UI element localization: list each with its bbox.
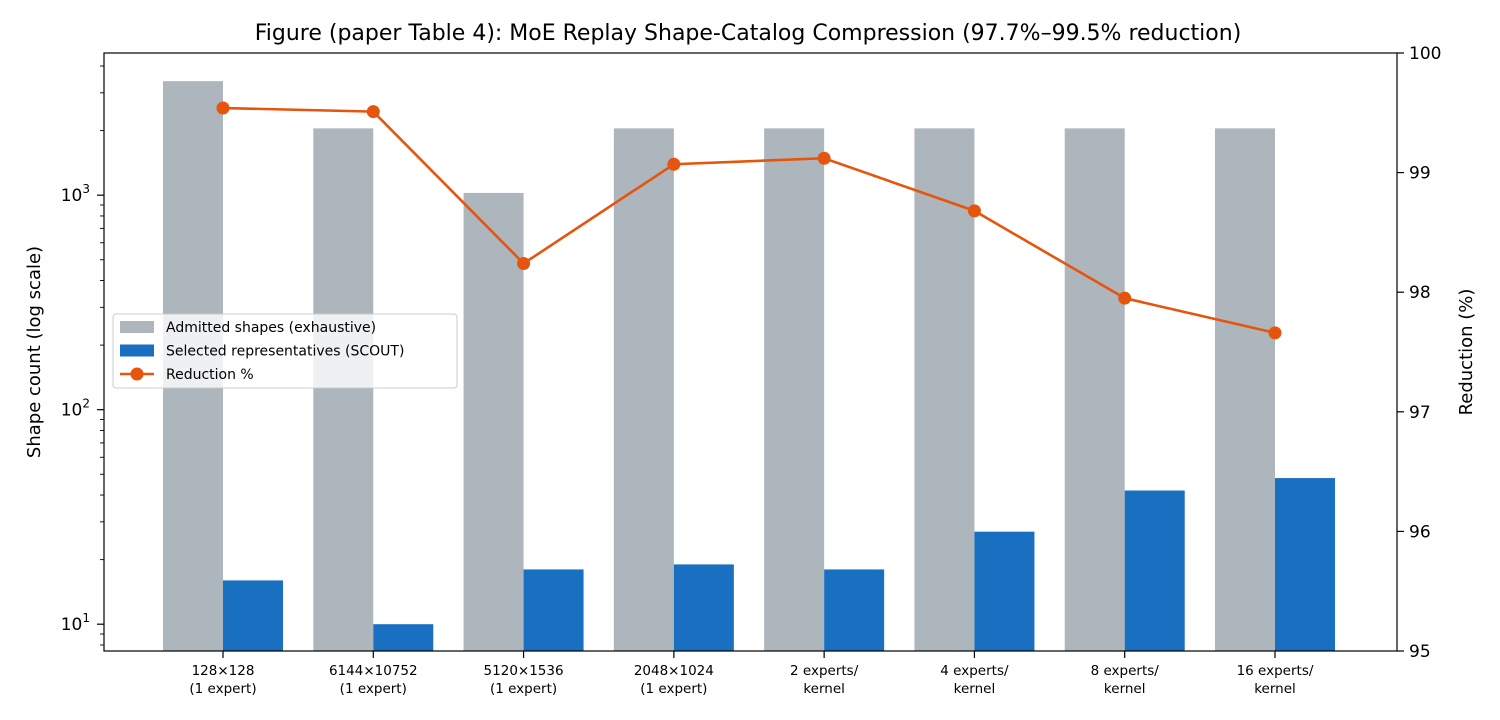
legend-swatch-marker bbox=[130, 367, 144, 381]
bar-selected-2 bbox=[523, 569, 584, 651]
y-right-tick-label-5: 100 bbox=[1409, 44, 1441, 64]
y-right-tick-label-0: 95 bbox=[1409, 642, 1431, 662]
x-tick-label-7-1: kernel bbox=[1254, 681, 1296, 697]
y-axis-right-label: Reduction (%) bbox=[1456, 289, 1477, 416]
x-tick-label-4-0: 2 experts/ bbox=[790, 663, 859, 679]
legend-swatch-0 bbox=[120, 321, 154, 333]
x-tick-label-5-0: 4 experts/ bbox=[940, 663, 1009, 679]
bar-selected-7 bbox=[1275, 478, 1335, 651]
bar-selected-4 bbox=[824, 569, 885, 651]
bar-admitted-5 bbox=[914, 128, 975, 651]
x-tick-label-2-1: (1 expert) bbox=[490, 681, 557, 697]
bar-admitted-7 bbox=[1215, 128, 1275, 651]
chart-title: Figure (paper Table 4): MoE Replay Shape… bbox=[255, 21, 1242, 46]
reduction-point-0 bbox=[216, 101, 230, 115]
bar-selected-6 bbox=[1124, 490, 1185, 651]
x-tick-label-0-0: 128×128 bbox=[192, 663, 255, 679]
x-tick-label-2-0: 5120×1536 bbox=[484, 663, 564, 679]
bar-admitted-1 bbox=[313, 128, 374, 651]
reduction-point-3 bbox=[667, 157, 681, 171]
x-tick-label-7-0: 16 experts/ bbox=[1237, 663, 1314, 679]
bar-selected-1 bbox=[373, 624, 434, 651]
bar-admitted-4 bbox=[764, 128, 825, 651]
legend-label-0: Admitted shapes (exhaustive) bbox=[166, 320, 376, 336]
x-tick-label-4-1: kernel bbox=[803, 681, 845, 697]
plot-frame bbox=[103, 52, 1398, 652]
x-tick-label-1-1: (1 expert) bbox=[340, 681, 407, 697]
legend-label-1: Selected representatives (SCOUT) bbox=[166, 344, 404, 360]
y-left-tick-label-2: 103 bbox=[61, 182, 90, 206]
x-tick-label-6-0: 8 experts/ bbox=[1091, 663, 1160, 679]
bar-selected-3 bbox=[673, 564, 734, 651]
reduction-point-2 bbox=[517, 256, 531, 270]
legend: Admitted shapes (exhaustive) Selected rep… bbox=[112, 313, 458, 389]
bar-selected-0 bbox=[223, 580, 283, 651]
reduction-line bbox=[222, 106, 1276, 335]
bar-selected-5 bbox=[974, 531, 1035, 651]
x-tick-label-6-1: kernel bbox=[1104, 681, 1146, 697]
y-right-tick-label-3: 98 bbox=[1409, 283, 1431, 303]
reduction-point-4 bbox=[817, 151, 831, 165]
y-right-tick-label-1: 96 bbox=[1409, 522, 1431, 542]
bar-admitted-3 bbox=[613, 128, 674, 651]
y-right-tick-label-4: 99 bbox=[1409, 164, 1431, 184]
reduction-point-6 bbox=[1118, 291, 1132, 305]
x-tick-label-0-1: (1 expert) bbox=[189, 681, 256, 697]
x-tick-label-3-0: 2048×1024 bbox=[634, 663, 714, 679]
legend-swatch-1 bbox=[120, 344, 154, 357]
legend-label-2: Reduction % bbox=[166, 367, 254, 383]
reduction-point-1 bbox=[366, 105, 380, 119]
y-axis-left-label: Shape count (log scale) bbox=[24, 246, 45, 458]
bar-admitted-2 bbox=[463, 192, 524, 651]
y-right-tick-label-2: 97 bbox=[1409, 403, 1431, 423]
bar-admitted-6 bbox=[1064, 128, 1125, 651]
x-tick-label-5-1: kernel bbox=[954, 681, 996, 697]
reduction-point-5 bbox=[967, 204, 981, 218]
plot-area: 101 102 103 95 96 97 98 99 100 128×128 (1 expert) 6… bbox=[61, 44, 1442, 697]
y-left-tick-label-1: 102 bbox=[61, 397, 90, 421]
y-left-tick-label-0: 101 bbox=[61, 611, 90, 635]
reduction-point-7 bbox=[1268, 326, 1282, 340]
x-tick-label-3-1: (1 expert) bbox=[640, 681, 707, 697]
legend-box bbox=[112, 313, 458, 389]
x-tick-label-1-0: 6144×10752 bbox=[329, 663, 418, 679]
